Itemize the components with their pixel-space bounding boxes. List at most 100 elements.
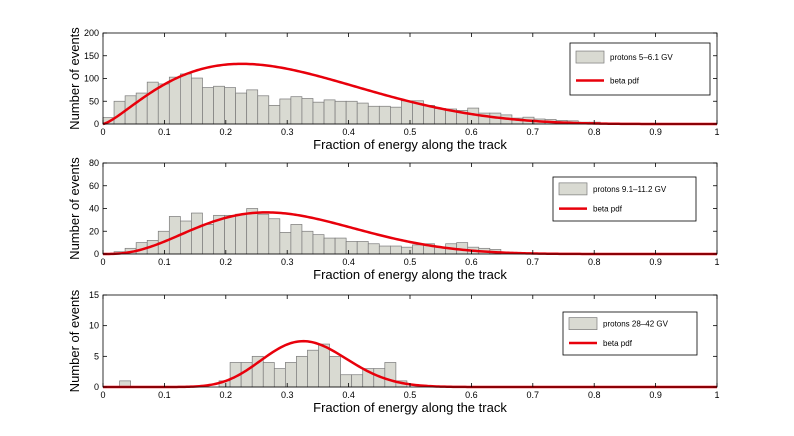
legend: protons 5–6.1 GV beta pdf xyxy=(569,42,711,96)
y-tick-label: 0 xyxy=(94,249,99,259)
histogram-bar xyxy=(268,218,281,255)
histogram-bar xyxy=(384,362,397,388)
x-axis-label: Fraction of energy along the track xyxy=(313,267,507,282)
histogram-bar xyxy=(191,212,203,255)
x-tick-label: 0.6 xyxy=(465,127,478,137)
histogram-bar xyxy=(390,245,402,255)
x-axis-label: Fraction of energy along the track xyxy=(313,400,507,415)
x-tick-label: 0.3 xyxy=(281,390,294,400)
x-tick-label: 0.7 xyxy=(527,127,540,137)
histogram-bar xyxy=(340,374,353,388)
x-tick-label: 0.6 xyxy=(465,390,478,400)
histogram-bar xyxy=(345,241,358,255)
x-tick-label: 0 xyxy=(100,390,105,400)
x-tick-label: 1 xyxy=(714,390,719,400)
histogram-bar xyxy=(312,234,325,255)
y-tick-label: 15 xyxy=(89,290,99,300)
histogram-bar xyxy=(246,89,259,125)
histogram-bar xyxy=(412,244,424,255)
x-tick-label: 0.3 xyxy=(281,127,294,137)
y-tick-label: 200 xyxy=(84,28,99,38)
histogram-bar xyxy=(168,76,181,125)
x-tick-label: 0.5 xyxy=(404,127,417,137)
histogram-bar xyxy=(356,102,369,125)
histogram-bar xyxy=(246,208,259,255)
legend-label-pdf: beta pdf xyxy=(610,76,640,85)
histogram-bar xyxy=(378,245,391,255)
histogram-panel-1: 0 0.1 0.2 0.3 0.4 0.5 0.6 0.7 0.8 0.9 1 0 50 100 150 20… xyxy=(67,27,720,152)
y-axis-label: Number of events xyxy=(67,289,82,392)
x-tick-label: 0.7 xyxy=(527,390,540,400)
y-tick-label: 80 xyxy=(89,158,99,168)
x-tick-label: 0.8 xyxy=(588,127,601,137)
histogram-bar xyxy=(312,101,325,125)
x-tick-label: 0.5 xyxy=(404,390,417,400)
x-tick-label: 0 xyxy=(100,127,105,137)
x-tick-label: 0.4 xyxy=(342,127,355,137)
histogram-bar xyxy=(323,99,336,125)
histogram-bar xyxy=(268,104,281,125)
legend-swatch-histogram xyxy=(558,182,588,196)
histogram-bar xyxy=(401,100,413,125)
x-tick-label: 0.1 xyxy=(158,390,171,400)
x-tick-label: 0.8 xyxy=(588,390,601,400)
legend-swatch-histogram xyxy=(575,50,605,64)
y-tick-label: 150 xyxy=(84,51,99,61)
legend-label-histogram: protons 9.1–11.2 GV xyxy=(593,185,667,194)
histogram-bar xyxy=(224,87,236,125)
histogram-bar xyxy=(290,96,303,125)
y-tick-label: 10 xyxy=(89,321,99,331)
histogram-bar xyxy=(235,92,248,125)
x-tick-label: 0.4 xyxy=(342,257,355,267)
y-tick-label: 100 xyxy=(84,74,99,84)
histogram-bar xyxy=(240,362,253,388)
x-tick-label: 0.8 xyxy=(588,257,601,267)
y-axis-label: Number of events xyxy=(67,157,82,260)
x-tick-label: 0.4 xyxy=(342,390,355,400)
x-tick-label: 0.2 xyxy=(220,127,233,137)
histogram-bar xyxy=(262,362,275,388)
histogram-panel-3: 0 0.1 0.2 0.3 0.4 0.5 0.6 0.7 0.8 0.9 1051015Fract… xyxy=(67,289,720,415)
x-tick-label: 0.9 xyxy=(649,390,662,400)
histogram-bar xyxy=(390,106,402,125)
legend-label-pdf: beta pdf xyxy=(593,205,623,214)
histogram-bar xyxy=(202,87,214,125)
x-tick-label: 0.2 xyxy=(220,257,233,267)
legend-label-histogram: protons 28–42 GV xyxy=(603,320,669,329)
histogram-bar xyxy=(279,232,292,255)
y-tick-label: 40 xyxy=(89,204,99,214)
histogram-panel-2: 0 0.1 0.2 0.3 0.4 0.5 0.6 0.7 0.8 0.9 1 0 20 40 60 80 Fr… xyxy=(67,157,720,282)
histogram-bar xyxy=(202,224,214,255)
y-tick-label: 5 xyxy=(94,351,99,361)
x-tick-label: 0.7 xyxy=(527,257,540,267)
y-tick-label: 60 xyxy=(89,181,99,191)
histogram-bar xyxy=(296,355,308,388)
y-tick-label: 0 xyxy=(94,382,99,392)
histogram-bar xyxy=(257,95,270,125)
histogram-bar xyxy=(157,83,170,125)
legend-swatch-histogram xyxy=(568,317,598,330)
histogram-bar xyxy=(180,73,192,125)
histogram-bar xyxy=(307,349,319,388)
histogram-bar xyxy=(356,241,369,255)
y-axis-label: Number of events xyxy=(67,27,82,130)
histogram-bar xyxy=(213,85,225,125)
histogram-bar xyxy=(367,243,380,255)
x-tick-label: 1 xyxy=(714,127,719,137)
histogram-bar xyxy=(378,105,391,125)
histogram-bar xyxy=(401,246,413,255)
histogram-bar xyxy=(180,220,192,255)
x-tick-label: 1 xyxy=(714,257,719,267)
y-tick-label: 20 xyxy=(89,226,99,236)
legend: protons 28–42 GV beta pdf xyxy=(562,311,698,356)
y-tick-label: 0 xyxy=(94,119,99,129)
legend: protons 9.1–11.2 GV beta pdf xyxy=(552,176,697,222)
x-tick-label: 0.9 xyxy=(649,127,662,137)
histogram-bar xyxy=(235,213,248,255)
histogram-bar xyxy=(323,237,336,255)
histogram-bar xyxy=(367,105,380,125)
histogram-bar xyxy=(334,100,347,125)
legend-label-histogram: protons 5–6.1 GV xyxy=(610,53,673,62)
histogram-bar xyxy=(290,224,303,255)
histogram-bar xyxy=(224,214,236,255)
